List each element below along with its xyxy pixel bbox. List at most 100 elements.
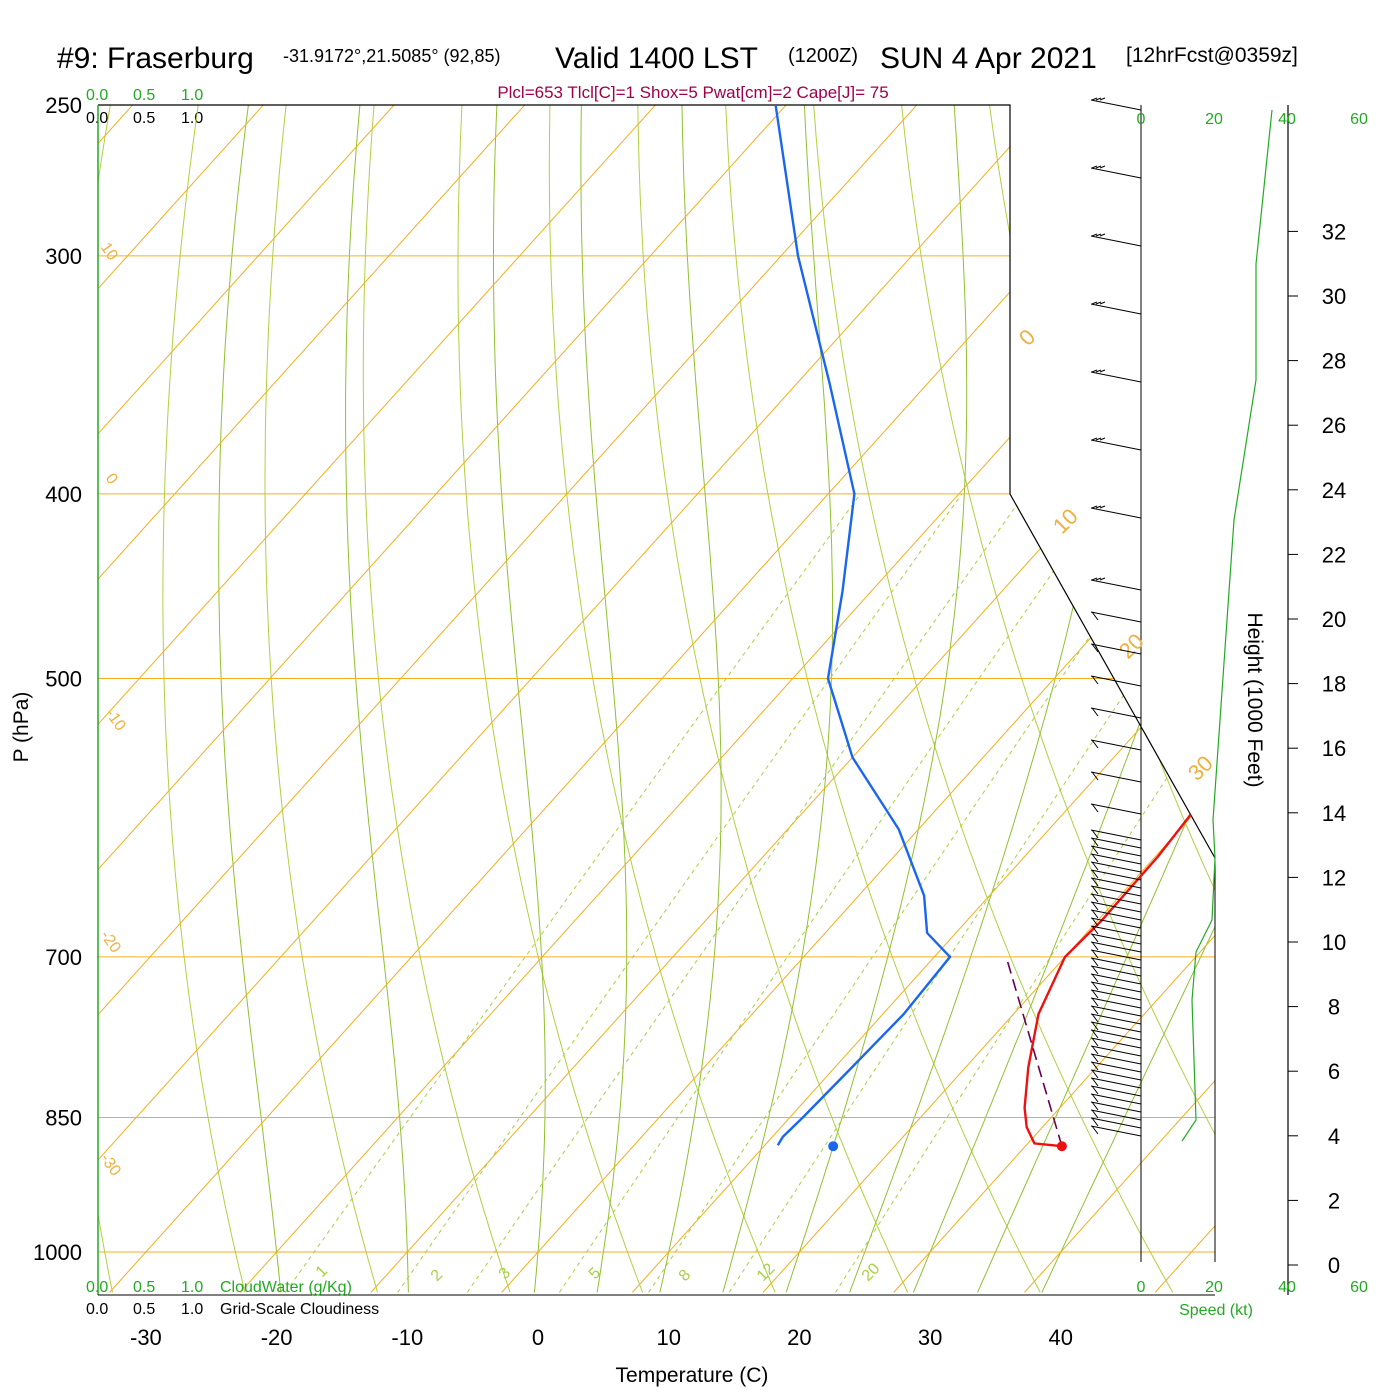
wind-barb-feather <box>1099 577 1106 581</box>
wind-barb-staff <box>1090 1061 1142 1073</box>
speed-top-20: 20 <box>1205 111 1223 128</box>
mixing-ratio-label: 2 <box>428 1266 446 1284</box>
mixing-ratio-label: 8 <box>676 1266 694 1284</box>
dry-adiabat-line <box>637 105 909 1293</box>
height-tick-label: 18 <box>1322 672 1346 697</box>
wind-barb-staff <box>1090 893 1142 905</box>
dry-adiabat-line <box>457 105 644 1293</box>
wind-barb-feather <box>1091 1101 1099 1111</box>
dry-adiabat-line <box>162 105 246 1293</box>
wind-barb-staff <box>1090 845 1142 857</box>
wind-barb-feather <box>1091 437 1098 441</box>
height-tick-label: 30 <box>1322 284 1346 309</box>
wind-barb-staff <box>1090 869 1142 881</box>
wind-barb-feather <box>1091 97 1098 101</box>
isotherm-line <box>98 105 687 1293</box>
speed-top-40: 40 <box>1278 111 1296 128</box>
wind-barb-staff <box>1090 925 1142 937</box>
speed-bottom-60: 60 <box>1350 1279 1368 1296</box>
pressure-tick-label: 400 <box>45 482 82 507</box>
wind-barb-staff <box>1090 973 1142 985</box>
mixing-ratio-line <box>648 493 1188 1293</box>
speed-top-60: 60 <box>1350 111 1368 128</box>
wind-barb-feather <box>1099 301 1106 305</box>
wind-barb-feather <box>1091 675 1099 685</box>
wind-barb-feather <box>1091 611 1099 621</box>
temperature-tick-label: 10 <box>656 1325 680 1350</box>
wind-barb-staff <box>1090 1021 1142 1033</box>
cloudiness-scale-0: 0.0 <box>86 110 108 127</box>
speed-bottom-40: 40 <box>1278 1279 1296 1296</box>
cloudiness-scale-1: 0.5 <box>133 110 155 127</box>
wind-barb-feather <box>1091 233 1098 237</box>
isotherm-label: 10 <box>1048 504 1083 539</box>
wind-barb-staff <box>1090 837 1142 849</box>
mixing-ratio-label: 20 <box>859 1260 884 1285</box>
speed-top-0: 0 <box>1137 111 1146 128</box>
cloudiness-bottom-1: 0.5 <box>133 1301 155 1318</box>
temperature-tick-label: 0 <box>532 1325 544 1350</box>
wind-barb-staff <box>1090 949 1142 961</box>
isotherm-label: 0 <box>1014 324 1040 350</box>
dry-adiabat-label: -20 <box>97 928 124 957</box>
parcel-path-line <box>1005 956 1063 1147</box>
wind-barb-feather <box>1091 1069 1099 1079</box>
wind-barb-feather <box>1091 933 1099 943</box>
wind-barb-feather <box>1095 505 1102 509</box>
wind-barb-feather <box>1099 97 1106 101</box>
cloudwater-bottom-1: 0.5 <box>133 1279 155 1296</box>
speed-bottom-20: 20 <box>1205 1279 1223 1296</box>
utc-time: (1200Z) <box>788 45 858 67</box>
wind-barb-feather <box>1091 965 1099 975</box>
wind-barb-feather <box>1091 643 1099 653</box>
wind-barb-staff <box>1090 1013 1142 1025</box>
mixing-ratio-line <box>728 493 1215 1293</box>
valid-time: Valid 1400 LST <box>555 42 758 75</box>
moist-adiabat-line <box>345 105 409 1293</box>
wind-barb-staff <box>1090 803 1142 815</box>
cloudiness-scale-2: 1.0 <box>181 110 203 127</box>
station-coords: -31.9172°,21.5085° (92,85) <box>283 46 501 66</box>
dry-adiabat-line <box>810 105 1174 1293</box>
wind-barb-feather <box>1091 165 1098 169</box>
wind-barb-staff <box>1090 1093 1142 1105</box>
wind-barb-staff <box>1090 1045 1142 1057</box>
speed-bottom-0: 0 <box>1137 1279 1146 1296</box>
y-axis-title: P (hPa) <box>10 692 33 763</box>
mixing-ratio-line <box>466 493 1026 1293</box>
wind-barb-staff <box>1090 1069 1142 1081</box>
wind-barb-feather <box>1091 941 1099 951</box>
wind-barb-feather <box>1091 369 1098 373</box>
dry-adiabat-label: 0 <box>102 471 121 488</box>
moist-adiabat-line <box>849 105 1132 1293</box>
wind-barb-feather <box>1091 877 1099 887</box>
wind-barb-staff <box>1090 933 1142 945</box>
isotherm-line <box>239 105 1215 1293</box>
forecast-run: [12hrFcst@0359z] <box>1126 44 1298 67</box>
dry-adiabat-line <box>264 105 378 1293</box>
wind-barb-staff <box>1090 1109 1142 1121</box>
wind-barb-feather <box>1091 707 1099 717</box>
forecast-date: SUN 4 Apr 2021 <box>880 42 1097 75</box>
moist-adiabat-line <box>912 105 1215 1293</box>
wind-barb-feather <box>1099 233 1106 237</box>
wind-barb-feather <box>1091 1021 1099 1031</box>
wind-barb-feather <box>1095 97 1102 101</box>
dry-adiabat-label: -30 <box>97 1151 124 1180</box>
wind-barb-staff <box>1090 167 1142 179</box>
wind-barb-feather <box>1091 981 1099 991</box>
grid-layer <box>98 105 1215 1293</box>
temperature-profile-line <box>1023 105 1215 1148</box>
dewpoint-profile-line <box>774 105 952 1146</box>
wind-barb-feather <box>1091 739 1099 749</box>
wind-barb-staff <box>1090 965 1142 977</box>
wind-barb-feather <box>1091 989 1099 999</box>
temperature-tick-label: 40 <box>1049 1325 1073 1350</box>
height-tick-label: 6 <box>1328 1059 1340 1084</box>
height-tick-label: 2 <box>1328 1188 1340 1213</box>
cloudwater-scale-0: 0.0 <box>86 87 108 104</box>
wind-barb-feather <box>1091 997 1099 1007</box>
winds-layer <box>1090 97 1273 1142</box>
wind-barb-staff <box>1090 1005 1142 1017</box>
wind-barb-staff <box>1090 739 1142 751</box>
